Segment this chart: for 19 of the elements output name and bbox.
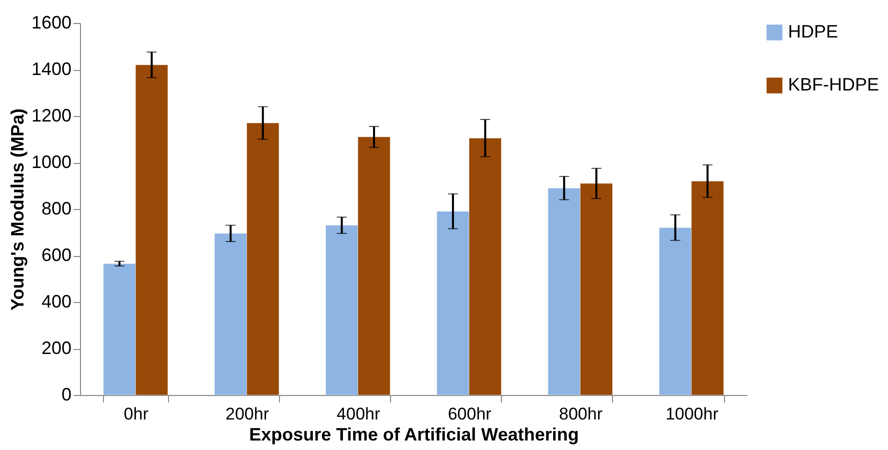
y-tick-label: 1600 — [31, 12, 72, 32]
legend-label: KBF-HDPE — [788, 74, 880, 94]
x-tick-label: 1000hr — [665, 404, 719, 424]
x-axis-title: Exposure Time of Artificial Weathering — [249, 424, 579, 444]
y-tick-label: 800 — [41, 198, 72, 218]
y-tick-label: 1000 — [31, 152, 72, 172]
y-axis-title: Young's Modulus (MPa) — [7, 108, 28, 310]
y-tick-label: 1200 — [31, 106, 72, 126]
x-tick-label: 200hr — [226, 404, 270, 424]
y-tick-label: 1400 — [31, 59, 72, 79]
x-tick-label: 0hr — [124, 404, 149, 424]
x-tick-label: 800hr — [559, 404, 603, 424]
y-tick-label: 200 — [41, 338, 72, 358]
y-tick-label: 0 — [61, 384, 72, 404]
y-tick-label: 600 — [41, 245, 72, 265]
x-tick-label: 400hr — [336, 404, 380, 424]
legend-label: HDPE — [788, 22, 838, 42]
y-tick-label: 400 — [41, 292, 72, 312]
x-tick-label: 600hr — [448, 404, 492, 424]
